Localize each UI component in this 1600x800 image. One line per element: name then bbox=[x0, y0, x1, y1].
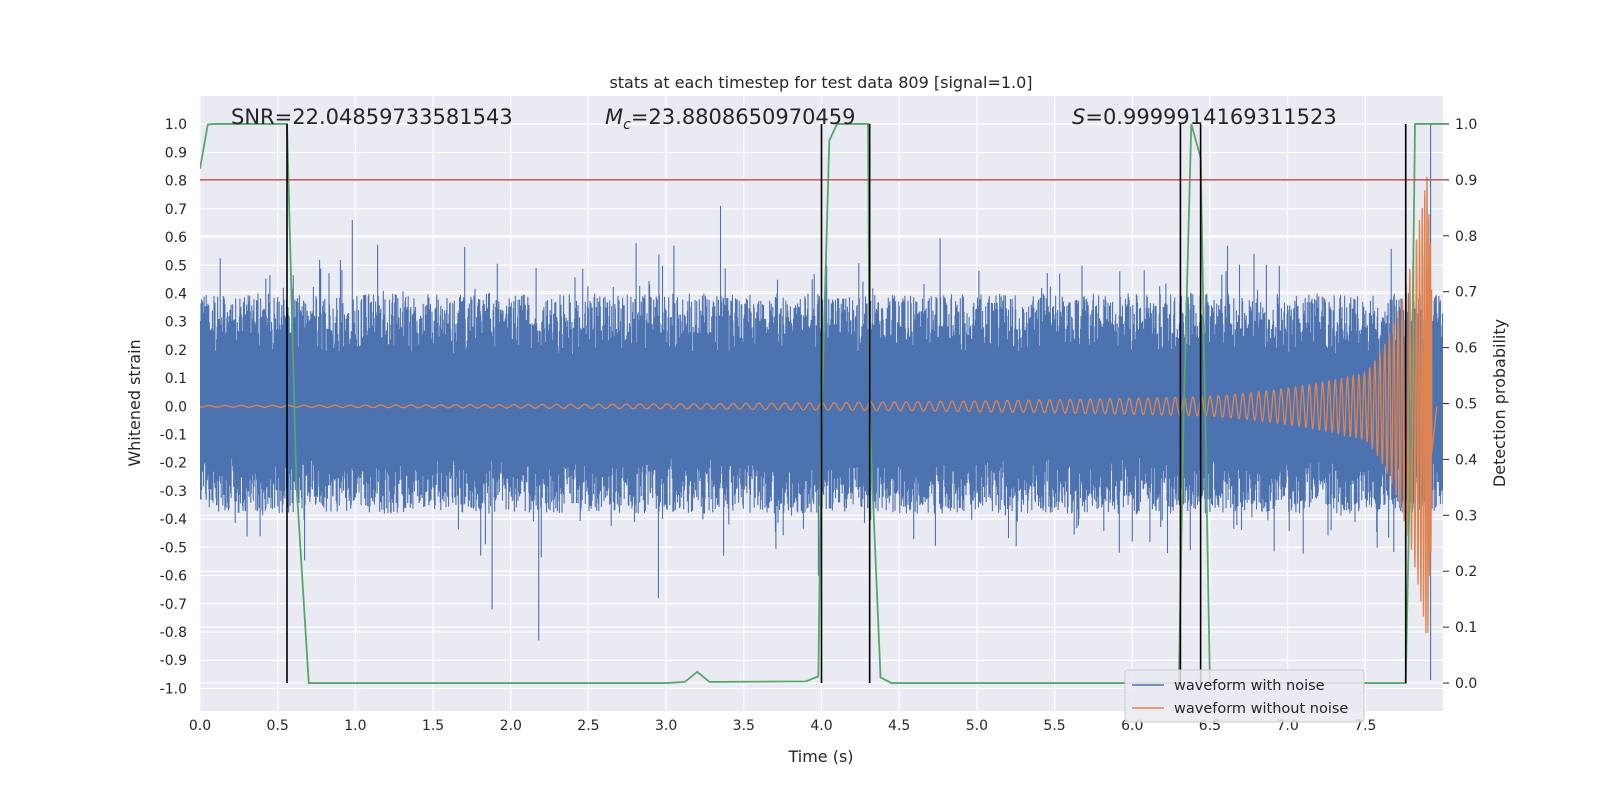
y-tick-label: -0.4 bbox=[160, 512, 187, 528]
x-tick-label: 2.0 bbox=[500, 718, 522, 734]
x-tick-label: 0.5 bbox=[267, 718, 289, 734]
x-tick-label: 2.5 bbox=[577, 718, 599, 734]
y-tick-label: -0.7 bbox=[160, 597, 187, 613]
y-tick-label: -0.3 bbox=[160, 484, 187, 500]
y-tick-label: 1.0 bbox=[165, 117, 187, 133]
mc-symbol: M bbox=[605, 105, 623, 129]
y2-axis-label: Detection probability bbox=[1490, 319, 1509, 487]
x-tick-label: 4.5 bbox=[888, 718, 910, 734]
y-tick-label: -0.5 bbox=[160, 540, 187, 556]
y2-tick-label: 1.0 bbox=[1455, 117, 1477, 133]
x-tick-label: 3.5 bbox=[733, 718, 755, 734]
y-tick-label: 0.5 bbox=[165, 258, 187, 274]
y2-tick-label: 0.8 bbox=[1455, 229, 1477, 245]
annotation-snr: SNR=22.04859733581543 bbox=[231, 105, 513, 129]
x-axis-label: Time (s) bbox=[787, 747, 853, 766]
y2-tick-label: 0.1 bbox=[1455, 620, 1477, 636]
y-axis-label: Whitened strain bbox=[125, 339, 144, 466]
y2-tick-label: 0.0 bbox=[1455, 676, 1477, 692]
x-tick-label: 1.0 bbox=[344, 718, 366, 734]
y2-tick-label: 0.4 bbox=[1455, 452, 1477, 468]
annotation-mc: Mc=23.8808650970459 bbox=[605, 105, 856, 133]
y2-tick-label: 0.5 bbox=[1455, 397, 1477, 413]
y-tick-label: 0.3 bbox=[165, 315, 187, 331]
x-tick-label: 0.0 bbox=[189, 718, 211, 734]
y2-axis-ticks: 1.0 0.9 0.8 0.7 0.6 0.5 0.4 0.3 0.2 0.1 0.0 bbox=[1443, 117, 1477, 692]
y-tick-label: -0.6 bbox=[160, 569, 187, 585]
s-value: =0.9999914169311523 bbox=[1085, 105, 1336, 129]
y-tick-label: -0.8 bbox=[160, 625, 187, 641]
y2-tick-label: 0.3 bbox=[1455, 508, 1477, 524]
y-tick-label: 0.4 bbox=[165, 286, 187, 302]
event-lines bbox=[286, 123, 1407, 684]
legend: waveform with noise waveform without noi… bbox=[1124, 669, 1365, 723]
y2-tick-label: 0.2 bbox=[1455, 564, 1477, 580]
chart-title: stats at each timestep for test data 809… bbox=[609, 73, 1032, 92]
legend-box bbox=[1124, 669, 1365, 723]
y-tick-label: -0.9 bbox=[160, 653, 187, 669]
x-tick-label: 4.0 bbox=[810, 718, 832, 734]
legend-label-noise: waveform with noise bbox=[1174, 678, 1325, 694]
y2-tick-label: 0.9 bbox=[1455, 173, 1477, 189]
y-tick-label: -0.2 bbox=[160, 456, 187, 472]
legend-label-clean: waveform without noise bbox=[1174, 701, 1348, 717]
y2-tick-label: 0.6 bbox=[1455, 341, 1477, 357]
x-tick-label: 1.5 bbox=[422, 718, 444, 734]
x-tick-label: 5.5 bbox=[1043, 718, 1065, 734]
x-tick-label: 3.0 bbox=[655, 718, 677, 734]
y-tick-label: 0.0 bbox=[165, 399, 187, 415]
y-tick-label: 0.2 bbox=[165, 343, 187, 359]
y-tick-label: 0.1 bbox=[165, 371, 187, 387]
y-axis-ticks: 1.0 0.9 0.8 0.7 0.6 0.5 0.4 0.3 0.2 0.1 0.0 -0.1 -0.… bbox=[160, 117, 187, 697]
y-tick-label: -1.0 bbox=[160, 681, 187, 697]
mc-value: =23.8808650970459 bbox=[631, 105, 856, 129]
clean-waveform-line bbox=[200, 176, 1438, 634]
y2-tick-label: 0.7 bbox=[1455, 285, 1477, 301]
y-tick-label: 0.6 bbox=[165, 230, 187, 246]
annotation-s: S=0.9999914169311523 bbox=[1072, 105, 1337, 129]
y-tick-label: 0.8 bbox=[165, 174, 187, 190]
x-tick-label: 5.0 bbox=[966, 718, 988, 734]
series-waveform-without-noise bbox=[200, 176, 1438, 634]
mc-subscript: c bbox=[623, 117, 631, 133]
s-symbol: S bbox=[1072, 105, 1085, 129]
y-tick-label: 0.9 bbox=[165, 145, 187, 161]
y-tick-label: 0.7 bbox=[165, 202, 187, 218]
y-tick-label: -0.1 bbox=[160, 428, 187, 444]
